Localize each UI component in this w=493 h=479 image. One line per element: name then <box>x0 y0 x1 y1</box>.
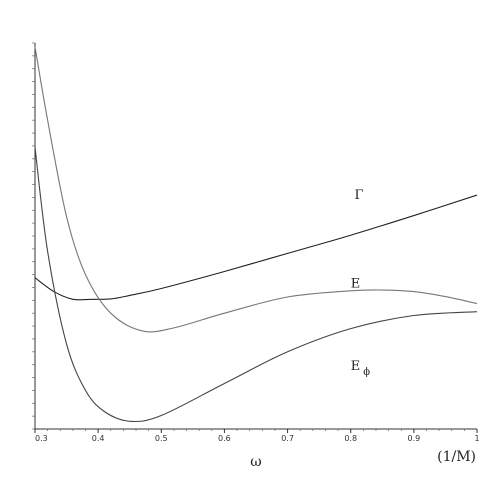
x-tick-label: 0.3 <box>35 434 48 443</box>
x-tick-label: 0.9 <box>407 434 420 443</box>
series-labels: Γ E E ϕ <box>351 188 371 378</box>
x-tick-label: 0.8 <box>344 434 357 443</box>
x-axis-label: ω <box>250 454 261 470</box>
axes: 0.3 0.4 0.5 0.6 0.7 0.8 0.9 1 <box>32 42 480 443</box>
series-layer <box>34 46 478 423</box>
series-line-0 <box>34 194 478 301</box>
x-axis-unit: (1/M) <box>437 449 476 465</box>
x-tick-label: 0.4 <box>92 434 105 443</box>
x-tick-label: 1 <box>474 434 479 443</box>
x-tick-label: 0.7 <box>281 434 294 443</box>
series-line-1 <box>34 46 478 333</box>
series-label-0: Γ <box>355 188 364 203</box>
series-label-1: E <box>351 277 361 292</box>
x-tick-label: 0.5 <box>155 434 168 443</box>
series-line-2 <box>34 147 478 423</box>
x-tick-label: 0.6 <box>218 434 231 443</box>
